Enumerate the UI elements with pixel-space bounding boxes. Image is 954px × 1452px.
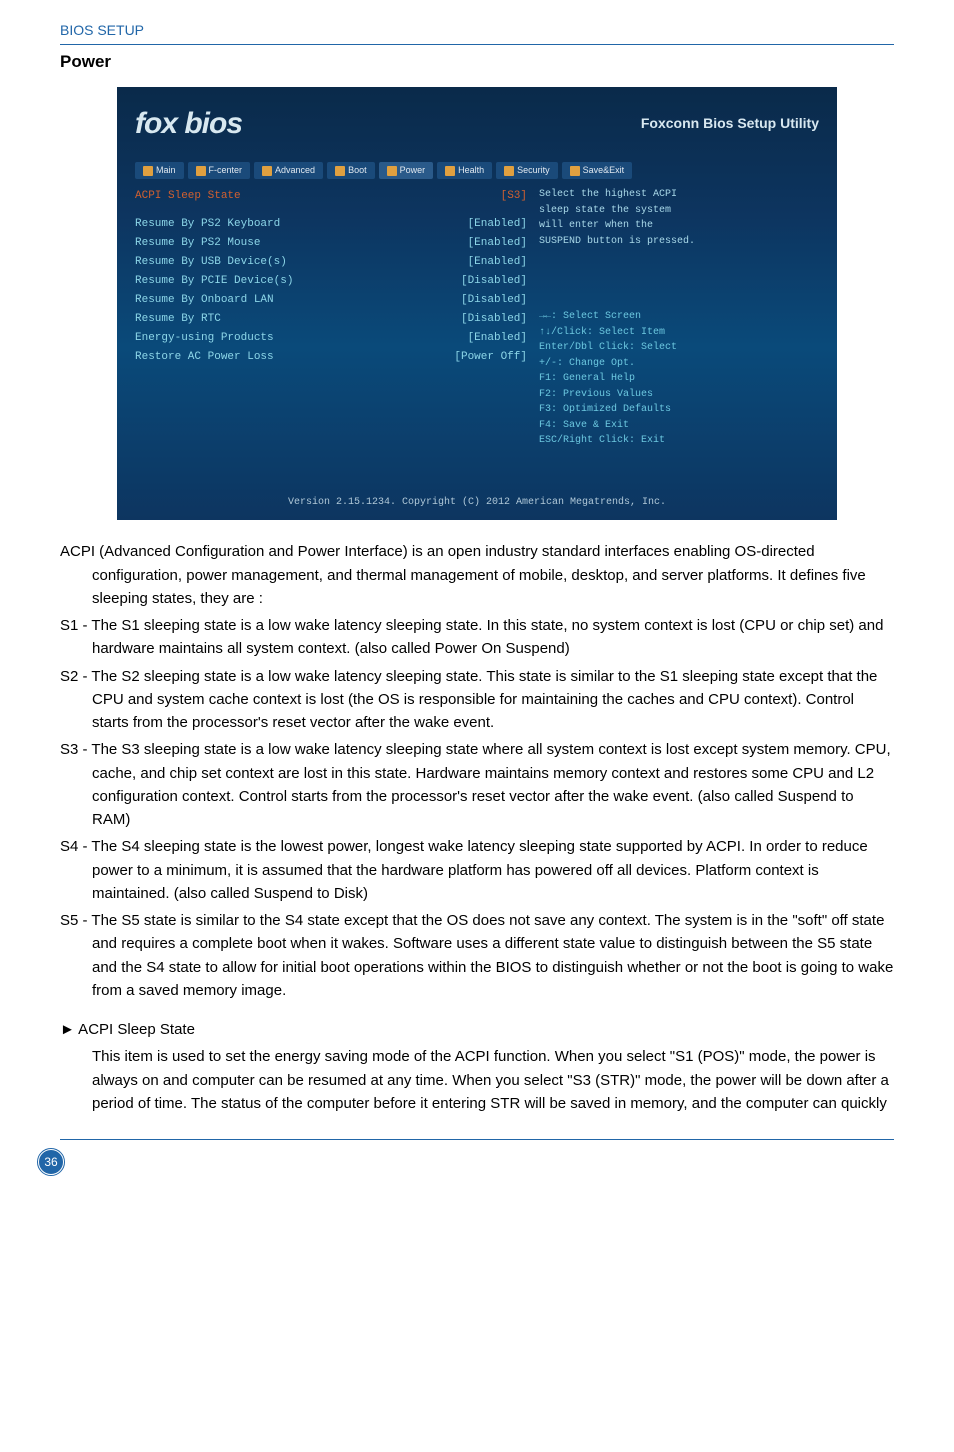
bios-row-label: Resume By PS2 Keyboard [135, 216, 280, 233]
bios-row-label: Resume By PCIE Device(s) [135, 273, 293, 290]
bios-row-value: [S3] [501, 188, 527, 205]
bios-row-value: [Enabled] [468, 254, 527, 271]
tab-security[interactable]: Security [496, 162, 558, 180]
tab-icon [143, 166, 153, 176]
bios-row-value: [Disabled] [461, 311, 527, 328]
bios-row-value: [Power Off] [454, 349, 527, 366]
bios-row-label: Restore AC Power Loss [135, 349, 274, 366]
tab-icon [196, 166, 206, 176]
tab-health[interactable]: Health [437, 162, 492, 180]
bios-row[interactable]: Resume By PS2 Keyboard [Enabled] [135, 215, 527, 234]
tab-icon [504, 166, 514, 176]
tab-saveexit[interactable]: Save&Exit [562, 162, 633, 180]
tab-main[interactable]: Main [135, 162, 184, 180]
bios-row-label: Resume By Onboard LAN [135, 292, 274, 309]
tab-label: Security [517, 164, 550, 178]
document-body: ACPI (Advanced Configuration and Power I… [60, 540, 894, 1115]
help-line: ↑↓/Click: Select Item [539, 325, 819, 341]
para-s3: S3 - The S3 sleeping state is a low wake… [60, 738, 894, 831]
bios-row-value: [Enabled] [468, 216, 527, 233]
para-s2: S2 - The S2 sleeping state is a low wake… [60, 665, 894, 735]
bios-row[interactable]: Resume By PS2 Mouse [Enabled] [135, 234, 527, 253]
bios-row[interactable]: Resume By RTC [Disabled] [135, 310, 527, 329]
acpi-sleep-body: This item is used to set the energy savi… [60, 1045, 894, 1115]
bios-row-label: Resume By PS2 Mouse [135, 235, 260, 252]
bios-row-label: Energy-using Products [135, 330, 274, 347]
tab-label: F-center [209, 164, 243, 178]
para-acpi: ACPI (Advanced Configuration and Power I… [60, 540, 894, 610]
tab-label: Advanced [275, 164, 315, 178]
bios-row-value: [Enabled] [468, 235, 527, 252]
help-line: F1: General Help [539, 371, 819, 387]
help-line: SUSPEND button is pressed. [539, 234, 819, 250]
bios-row-value: [Disabled] [461, 273, 527, 290]
bios-row[interactable]: Resume By PCIE Device(s) [Disabled] [135, 272, 527, 291]
tab-label: Boot [348, 164, 367, 178]
tab-label: Save&Exit [583, 164, 625, 178]
bios-row-value: [Enabled] [468, 330, 527, 347]
bios-tabs: Main F-center Advanced Boot Power Health… [135, 162, 819, 180]
tab-fcenter[interactable]: F-center [188, 162, 251, 180]
tab-icon [445, 166, 455, 176]
help-line: F3: Optimized Defaults [539, 402, 819, 418]
help-line: F2: Previous Values [539, 387, 819, 403]
para-s4: S4 - The S4 sleeping state is the lowest… [60, 835, 894, 905]
tab-icon [262, 166, 272, 176]
bios-row-label: ACPI Sleep State [135, 188, 241, 205]
help-line: will enter when the [539, 218, 819, 234]
help-line: Select the highest ACPI [539, 187, 819, 203]
tab-icon [387, 166, 397, 176]
bios-help-panel: Select the highest ACPI sleep state the … [539, 187, 819, 449]
page-title: Power [60, 49, 894, 75]
bios-logo: fox bios [135, 101, 242, 148]
acpi-sleep-heading: ► ACPI Sleep State [60, 1018, 894, 1041]
bios-row[interactable]: Resume By USB Device(s) [Enabled] [135, 253, 527, 272]
help-line: ESC/Right Click: Exit [539, 433, 819, 449]
help-line: sleep state the system [539, 203, 819, 219]
bios-utility-title: Foxconn Bios Setup Utility [641, 113, 819, 135]
bios-screenshot: fox bios Foxconn Bios Setup Utility Main… [117, 87, 837, 520]
tab-label: Health [458, 164, 484, 178]
bios-row-acpi[interactable]: ACPI Sleep State [S3] [135, 187, 527, 206]
bios-row[interactable]: Restore AC Power Loss [Power Off] [135, 348, 527, 367]
tab-advanced[interactable]: Advanced [254, 162, 323, 180]
bios-footer: Version 2.15.1234. Copyright (C) 2012 Am… [135, 489, 819, 511]
bios-row[interactable]: Resume By Onboard LAN [Disabled] [135, 291, 527, 310]
tab-power[interactable]: Power [379, 162, 434, 180]
bios-row-label: Resume By USB Device(s) [135, 254, 287, 271]
tab-icon [335, 166, 345, 176]
page-footer: 36 [60, 1139, 894, 1140]
help-line: Enter/Dbl Click: Select [539, 340, 819, 356]
help-line: F4: Save & Exit [539, 418, 819, 434]
bios-settings-panel: ACPI Sleep State [S3] Resume By PS2 Keyb… [135, 187, 527, 449]
help-line: →←: Select Screen [539, 309, 819, 325]
page-number: 36 [36, 1147, 66, 1177]
tab-label: Power [400, 164, 426, 178]
para-s5: S5 - The S5 state is similar to the S4 s… [60, 909, 894, 1002]
bios-row-value: [Disabled] [461, 292, 527, 309]
section-header: BIOS SETUP [60, 20, 894, 45]
tab-icon [570, 166, 580, 176]
help-line: +/-: Change Opt. [539, 356, 819, 372]
para-s1: S1 - The S1 sleeping state is a low wake… [60, 614, 894, 661]
tab-label: Main [156, 164, 176, 178]
bios-row[interactable]: Energy-using Products [Enabled] [135, 329, 527, 348]
bios-row-label: Resume By RTC [135, 311, 221, 328]
tab-boot[interactable]: Boot [327, 162, 375, 180]
